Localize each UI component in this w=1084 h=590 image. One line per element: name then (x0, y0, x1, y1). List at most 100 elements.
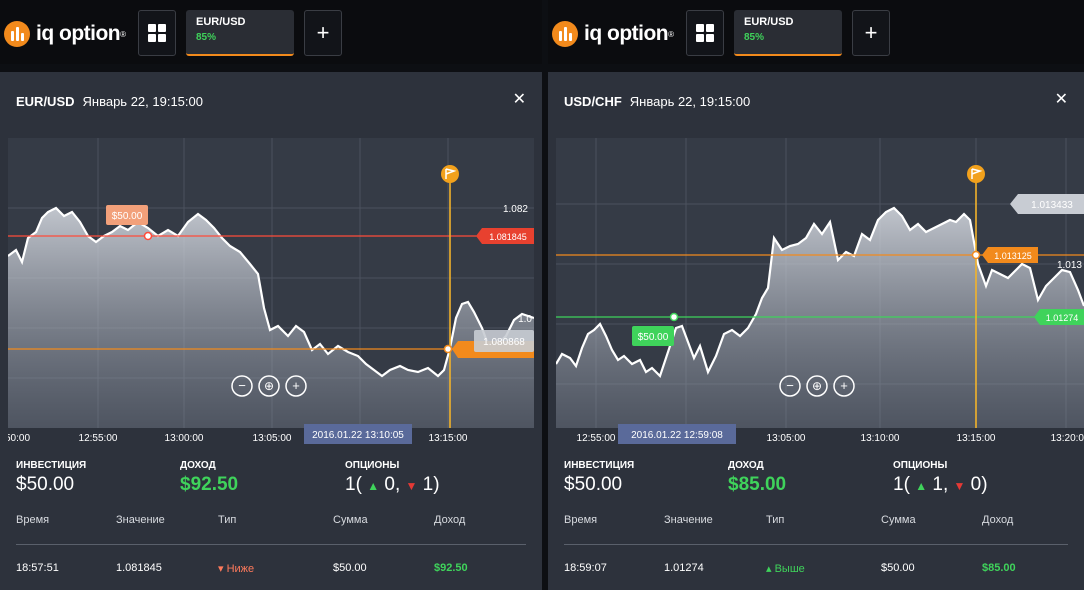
time-tick: 13:15:00 (429, 433, 468, 444)
time-tick: 13:10:00 (861, 433, 900, 444)
row-time: 18:59:07 (564, 562, 607, 574)
price-label-right: 1.0 (518, 314, 532, 325)
time-tick: 12:55:00 (79, 433, 118, 444)
arrow-up-icon: ▴ (766, 563, 775, 575)
add-asset-button[interactable]: + (304, 10, 342, 56)
asset-tab[interactable]: EUR/USD 85% (186, 10, 294, 56)
row-income: $92.50 (434, 562, 468, 574)
close-icon[interactable]: ✕ (512, 91, 526, 108)
time-tick: 13:00:00 (165, 433, 204, 444)
col-header-amount: Сумма (881, 514, 916, 526)
svg-text:+: + (292, 378, 300, 393)
asset-card: USD/CHF Январь 22, 19:15:00 ✕ (548, 72, 1084, 590)
cursor-time: 2016.01.22 12:59:08 (631, 430, 723, 441)
col-header-value: Значение (116, 514, 165, 526)
asset-tab[interactable]: EUR/USD 85% (734, 10, 842, 56)
arrow-up-icon: ▲ (367, 479, 380, 493)
options-summary: 1( ▲ 1, ▼ 0) (893, 474, 988, 495)
divider (16, 544, 526, 545)
iq-option-logo[interactable]: iq option ® (4, 18, 126, 50)
logo-text: iq option (584, 22, 669, 45)
logo-text: iq option (36, 22, 121, 45)
zoom-reset-button[interactable]: ⊕ (258, 375, 280, 397)
time-tick: 13:15:00 (957, 433, 996, 444)
logo-icon (4, 21, 30, 47)
deal-amount-label: $50.00 (638, 332, 669, 343)
zoom-reset-button[interactable]: ⊕ (806, 375, 828, 397)
col-header-time: Время (564, 514, 598, 526)
col-header-time: Время (16, 514, 50, 526)
card-title: EUR/USD Январь 22, 19:15:00 (16, 94, 203, 109)
row-amount: $50.00 (881, 562, 915, 574)
asset-card: EUR/USD Январь 22, 19:15:00 ✕ (0, 72, 542, 590)
row-amount: $50.00 (333, 562, 367, 574)
expiry-flag-icon (967, 165, 985, 183)
zoom-out-button[interactable]: − (779, 375, 801, 397)
close-icon[interactable]: ✕ (1054, 91, 1068, 108)
current-price-tag: 1.081845 (489, 232, 527, 242)
deal-price-tag: 1.080868 (483, 337, 525, 348)
deal-marker (669, 312, 679, 322)
income-value: $92.50 (180, 474, 239, 495)
card-title: USD/CHF Январь 22, 19:15:00 (564, 94, 750, 109)
current-price-tag: 1.013125 (994, 251, 1032, 261)
grid-icon-cell (706, 34, 714, 42)
logo-icon (552, 21, 578, 47)
svg-text:+: + (840, 378, 848, 393)
iq-option-logo[interactable]: iq option ® (552, 18, 674, 50)
options-up-count: 1 (932, 474, 943, 495)
options-up-count: 0 (384, 474, 395, 495)
zoom-in-button[interactable]: + (285, 375, 307, 397)
options-down-count: 0 (970, 474, 982, 495)
row-value: 1.081845 (116, 562, 162, 574)
row-type-label: Выше (774, 563, 805, 575)
grid-icon-cell (158, 34, 166, 42)
arrow-up-icon: ▲ (915, 479, 928, 493)
grid-menu-button[interactable] (138, 10, 176, 56)
row-type: ▾ Ниже (218, 562, 254, 575)
pair-name: EUR/USD (16, 94, 75, 109)
price-label-top: 1.082 (503, 204, 528, 215)
zoom-out-button[interactable]: − (231, 375, 253, 397)
add-asset-button[interactable]: + (852, 10, 890, 56)
arrow-down-icon: ▾ (218, 563, 227, 575)
investment-value: $50.00 (16, 474, 75, 495)
price-chart[interactable]: $50.00 1.082 1.081845 1.0 1.080868 − ⊕ + (8, 138, 534, 448)
svg-text:−: − (786, 378, 794, 393)
pair-name: USD/CHF (564, 94, 622, 109)
row-type: ▴ Выше (766, 562, 805, 575)
grid-menu-button[interactable] (686, 10, 724, 56)
asset-tab-name: EUR/USD (744, 16, 794, 28)
col-header-amount: Сумма (333, 514, 368, 526)
row-value: 1.01274 (664, 562, 704, 574)
price-chart[interactable]: $50.00 1.013433 1.013125 1.013 1.01274 −… (556, 138, 1084, 448)
svg-text:⊕: ⊕ (264, 379, 274, 393)
expiry-date: Январь 22, 19:15:00 (629, 94, 751, 109)
grid-icon-cell (696, 34, 704, 42)
time-tick: 13:20:0 (1051, 433, 1084, 444)
col-header-type: Тип (218, 514, 237, 526)
deal-marker (143, 231, 153, 241)
arrow-down-icon: ▼ (953, 479, 966, 493)
grid-icon (148, 24, 156, 32)
time-tick: 13:05:00 (767, 433, 806, 444)
time-tick: 13:05:00 (253, 433, 292, 444)
zoom-in-button[interactable]: + (833, 375, 855, 397)
income-label: ДОХОД (180, 460, 216, 471)
options-label: ОПЦИОНЫ (893, 460, 948, 471)
asset-tab-payout: 85% (744, 32, 765, 43)
deal-price-tag: 1.01274 (1046, 313, 1079, 323)
asset-tab-payout: 85% (196, 32, 217, 43)
row-time: 18:57:51 (16, 562, 59, 574)
expiry-date: Январь 22, 19:15:00 (82, 94, 203, 109)
top-bar: iq option ® EUR/USD 85% + (548, 0, 1084, 64)
col-header-income: Доход (982, 514, 1014, 526)
time-tick: 12:55:00 (577, 433, 616, 444)
trading-panel-left: iq option ® EUR/USD 85% + EUR/USD Январь 2… (0, 10, 542, 590)
divider (564, 544, 1068, 545)
row-type-label: Ниже (226, 563, 255, 575)
options-total: 1 (345, 474, 356, 495)
income-label: ДОХОД (728, 460, 764, 471)
arrow-down-icon: ▼ (405, 479, 418, 493)
deal-amount-label: $50.00 (112, 211, 143, 222)
